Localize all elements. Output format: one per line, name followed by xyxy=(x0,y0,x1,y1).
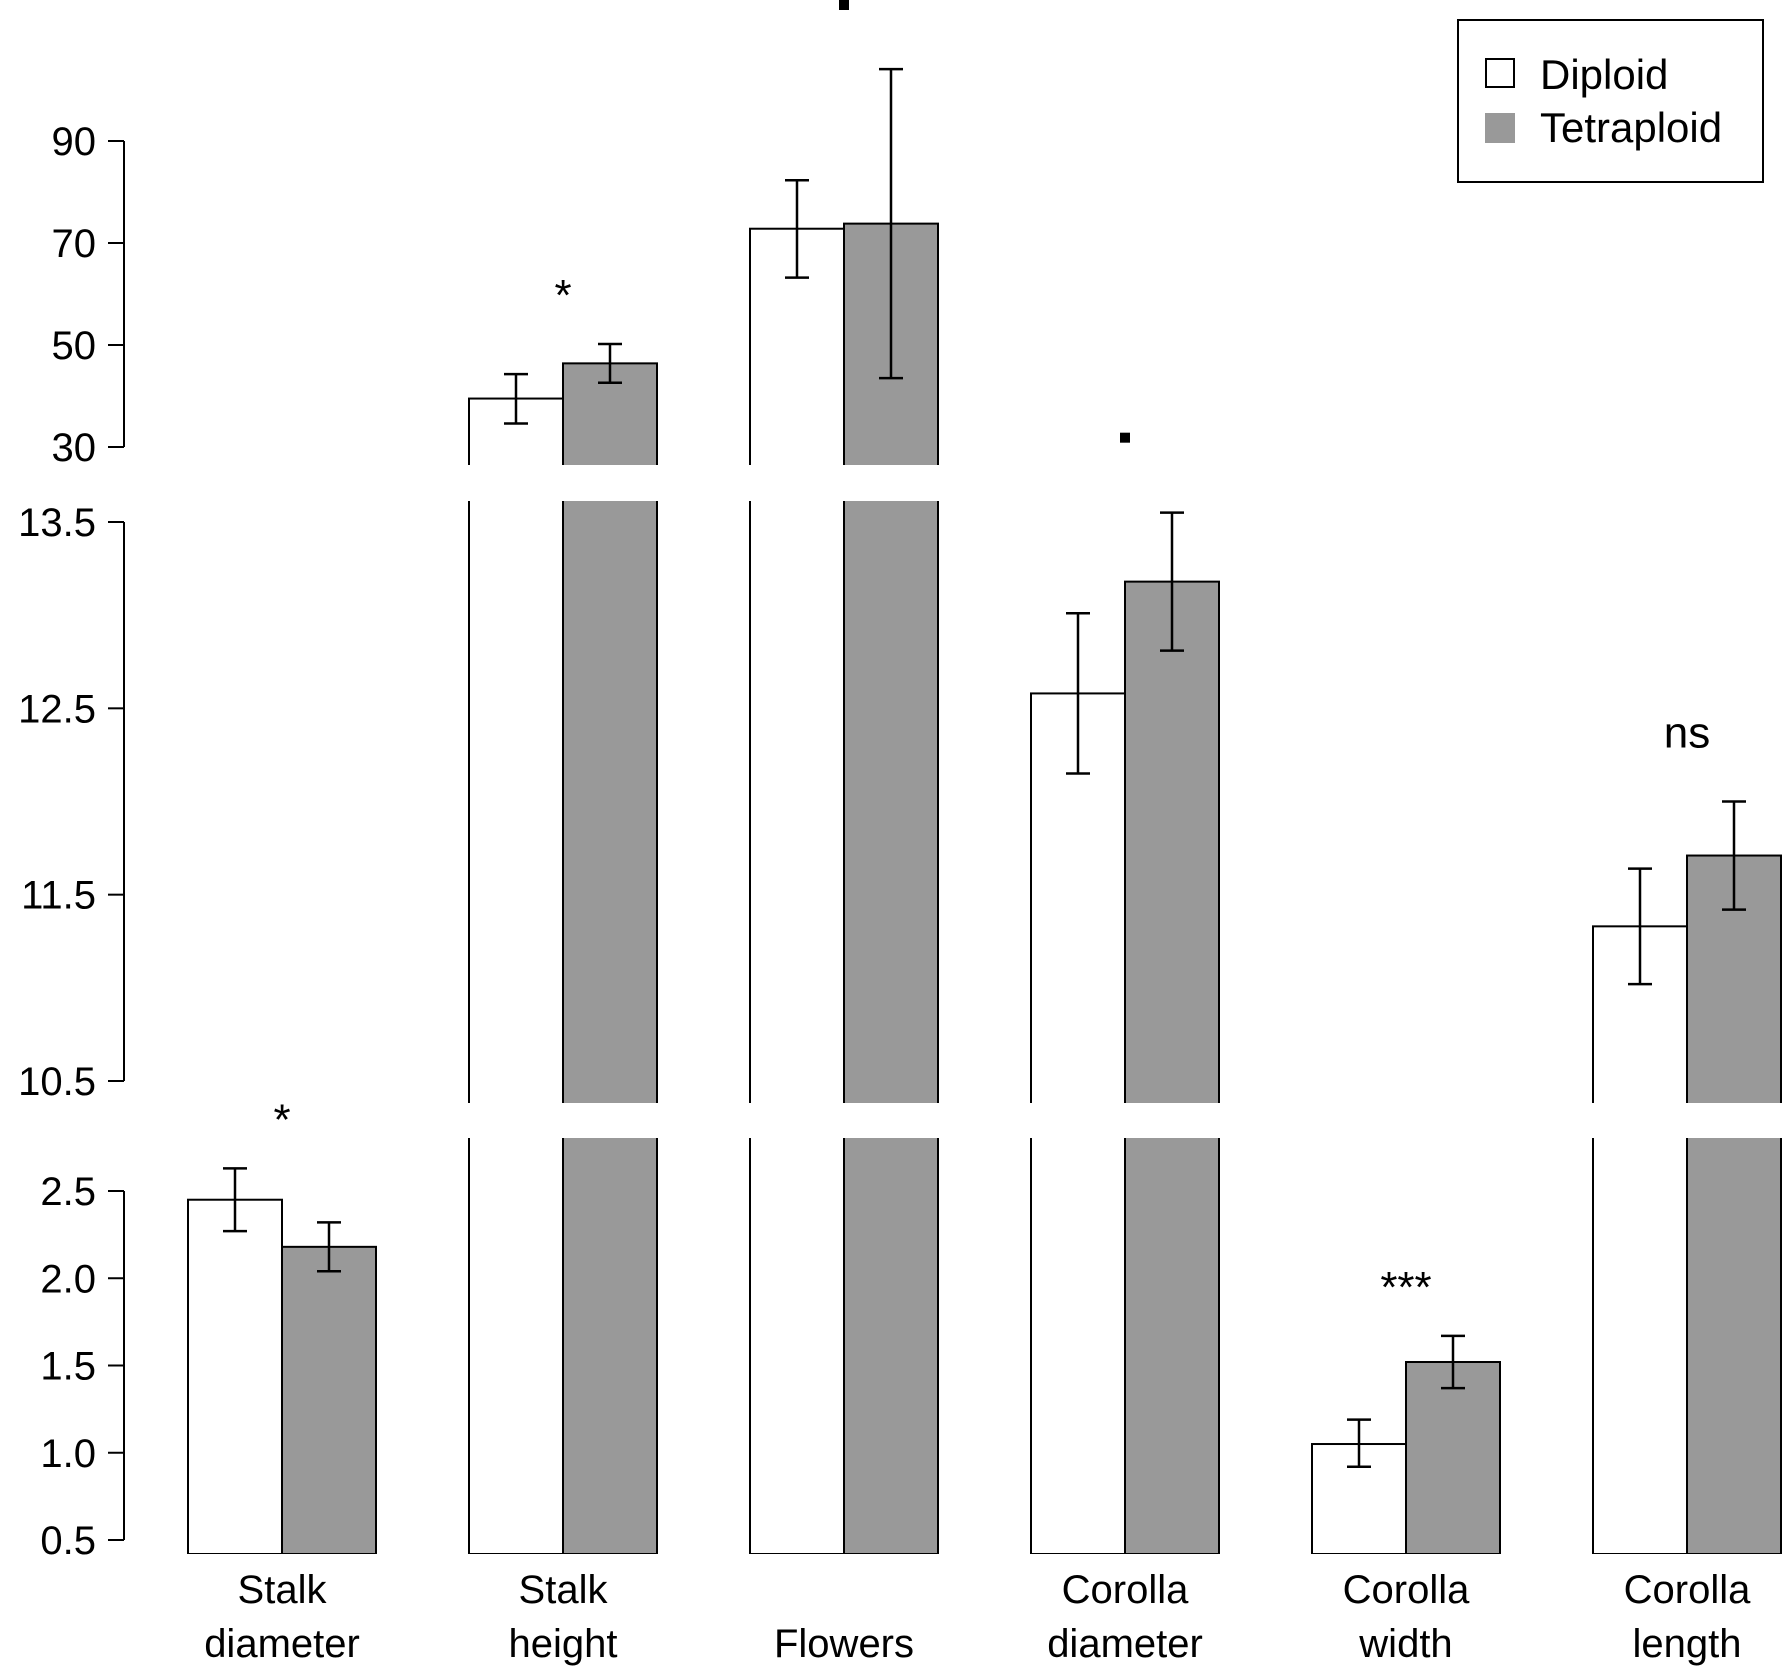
category-label-5-line-1: length xyxy=(1633,1622,1742,1666)
bar-tetraploid-1-middle xyxy=(562,501,658,1103)
significance-label-1: * xyxy=(554,271,571,320)
category-label-0-line-1: diameter xyxy=(204,1622,360,1666)
category-label-0-line-0: Stalk xyxy=(238,1568,328,1612)
category-label-5-line-0: Corolla xyxy=(1624,1568,1751,1612)
bar-diploid-1-bottom xyxy=(468,1138,564,1554)
y-tick-label-bottom: 0.5 xyxy=(40,1519,96,1563)
y-tick-label-bottom: 1.0 xyxy=(40,1432,96,1476)
category-label-3-line-0: Corolla xyxy=(1062,1568,1189,1612)
category-label-1-line-0: Stalk xyxy=(519,1568,609,1612)
bar-tetraploid-5-bottom xyxy=(1686,1138,1782,1554)
legend-swatch-tetraploid xyxy=(1485,113,1515,143)
significance-label-0: * xyxy=(273,1095,290,1144)
legend-box xyxy=(1457,19,1764,183)
category-label-4-line-0: Corolla xyxy=(1343,1568,1470,1612)
category-labels: Stalk diameter Stalk height Flowers Corolla di… xyxy=(204,1568,1751,1666)
y-tick-label-top: 30 xyxy=(52,426,97,470)
y-tick-label-middle: 13.5 xyxy=(18,501,96,545)
bar-diploid-2-middle xyxy=(749,501,845,1103)
legend-label-diploid: Diploid xyxy=(1540,51,1668,98)
legend: Diploid Tetraploid xyxy=(1457,19,1764,183)
bar-diploid-5-bottom xyxy=(1592,1138,1688,1554)
bar-tetraploid-3-bottom xyxy=(1124,1138,1220,1554)
y-tick-label-middle: 11.5 xyxy=(21,874,96,918)
category-label-1-line-1: height xyxy=(509,1622,618,1666)
bar-diploid-0-bottom xyxy=(187,1198,283,1554)
y-tick-label-top: 90 xyxy=(52,120,97,164)
category-label-3-line-1: diameter xyxy=(1047,1622,1203,1666)
y-tick-label-top: 50 xyxy=(52,324,97,368)
significance-label-5: ns xyxy=(1664,709,1710,758)
significance-label-4: *** xyxy=(1380,1263,1431,1312)
legend-swatch-diploid xyxy=(1485,58,1515,88)
significance-dot-3 xyxy=(1120,432,1130,443)
y-tick-label-middle: 10.5 xyxy=(18,1060,96,1104)
y-tick-label-bottom: 2.5 xyxy=(40,1170,96,1214)
y-tick-label-top: 70 xyxy=(52,222,97,266)
bars xyxy=(187,222,1782,1554)
y-tick-label-bottom: 1.5 xyxy=(40,1345,96,1389)
bar-diploid-1-middle xyxy=(468,501,564,1103)
error-bars xyxy=(223,67,1746,1468)
significance-dot-2 xyxy=(839,0,849,10)
bar-tetraploid-0-bottom xyxy=(281,1245,377,1554)
bar-tetraploid-3-middle xyxy=(1124,580,1220,1103)
y-tick-label-bottom: 2.0 xyxy=(40,1257,96,1301)
chart-panels: 30 50 70 90 10.5 11.5 12.5 13.5 0.5 1.0 1.5 2.0 2.5 xyxy=(18,120,125,1563)
bar-tetraploid-4-bottom xyxy=(1405,1361,1501,1554)
category-label-2-line-0: Flowers xyxy=(774,1622,914,1666)
bar-tetraploid-2-bottom xyxy=(843,1138,939,1554)
significance-labels: *****ns xyxy=(273,0,1710,1312)
bar-diploid-3-bottom xyxy=(1030,1138,1126,1554)
bar-diploid-2-bottom xyxy=(749,1138,845,1554)
y-tick-label-middle: 12.5 xyxy=(18,687,96,731)
legend-label-tetraploid: Tetraploid xyxy=(1540,104,1722,151)
category-label-4-line-1: width xyxy=(1358,1622,1452,1666)
bar-tetraploid-1-bottom xyxy=(562,1138,658,1554)
bar-tetraploid-2-middle xyxy=(843,501,939,1103)
